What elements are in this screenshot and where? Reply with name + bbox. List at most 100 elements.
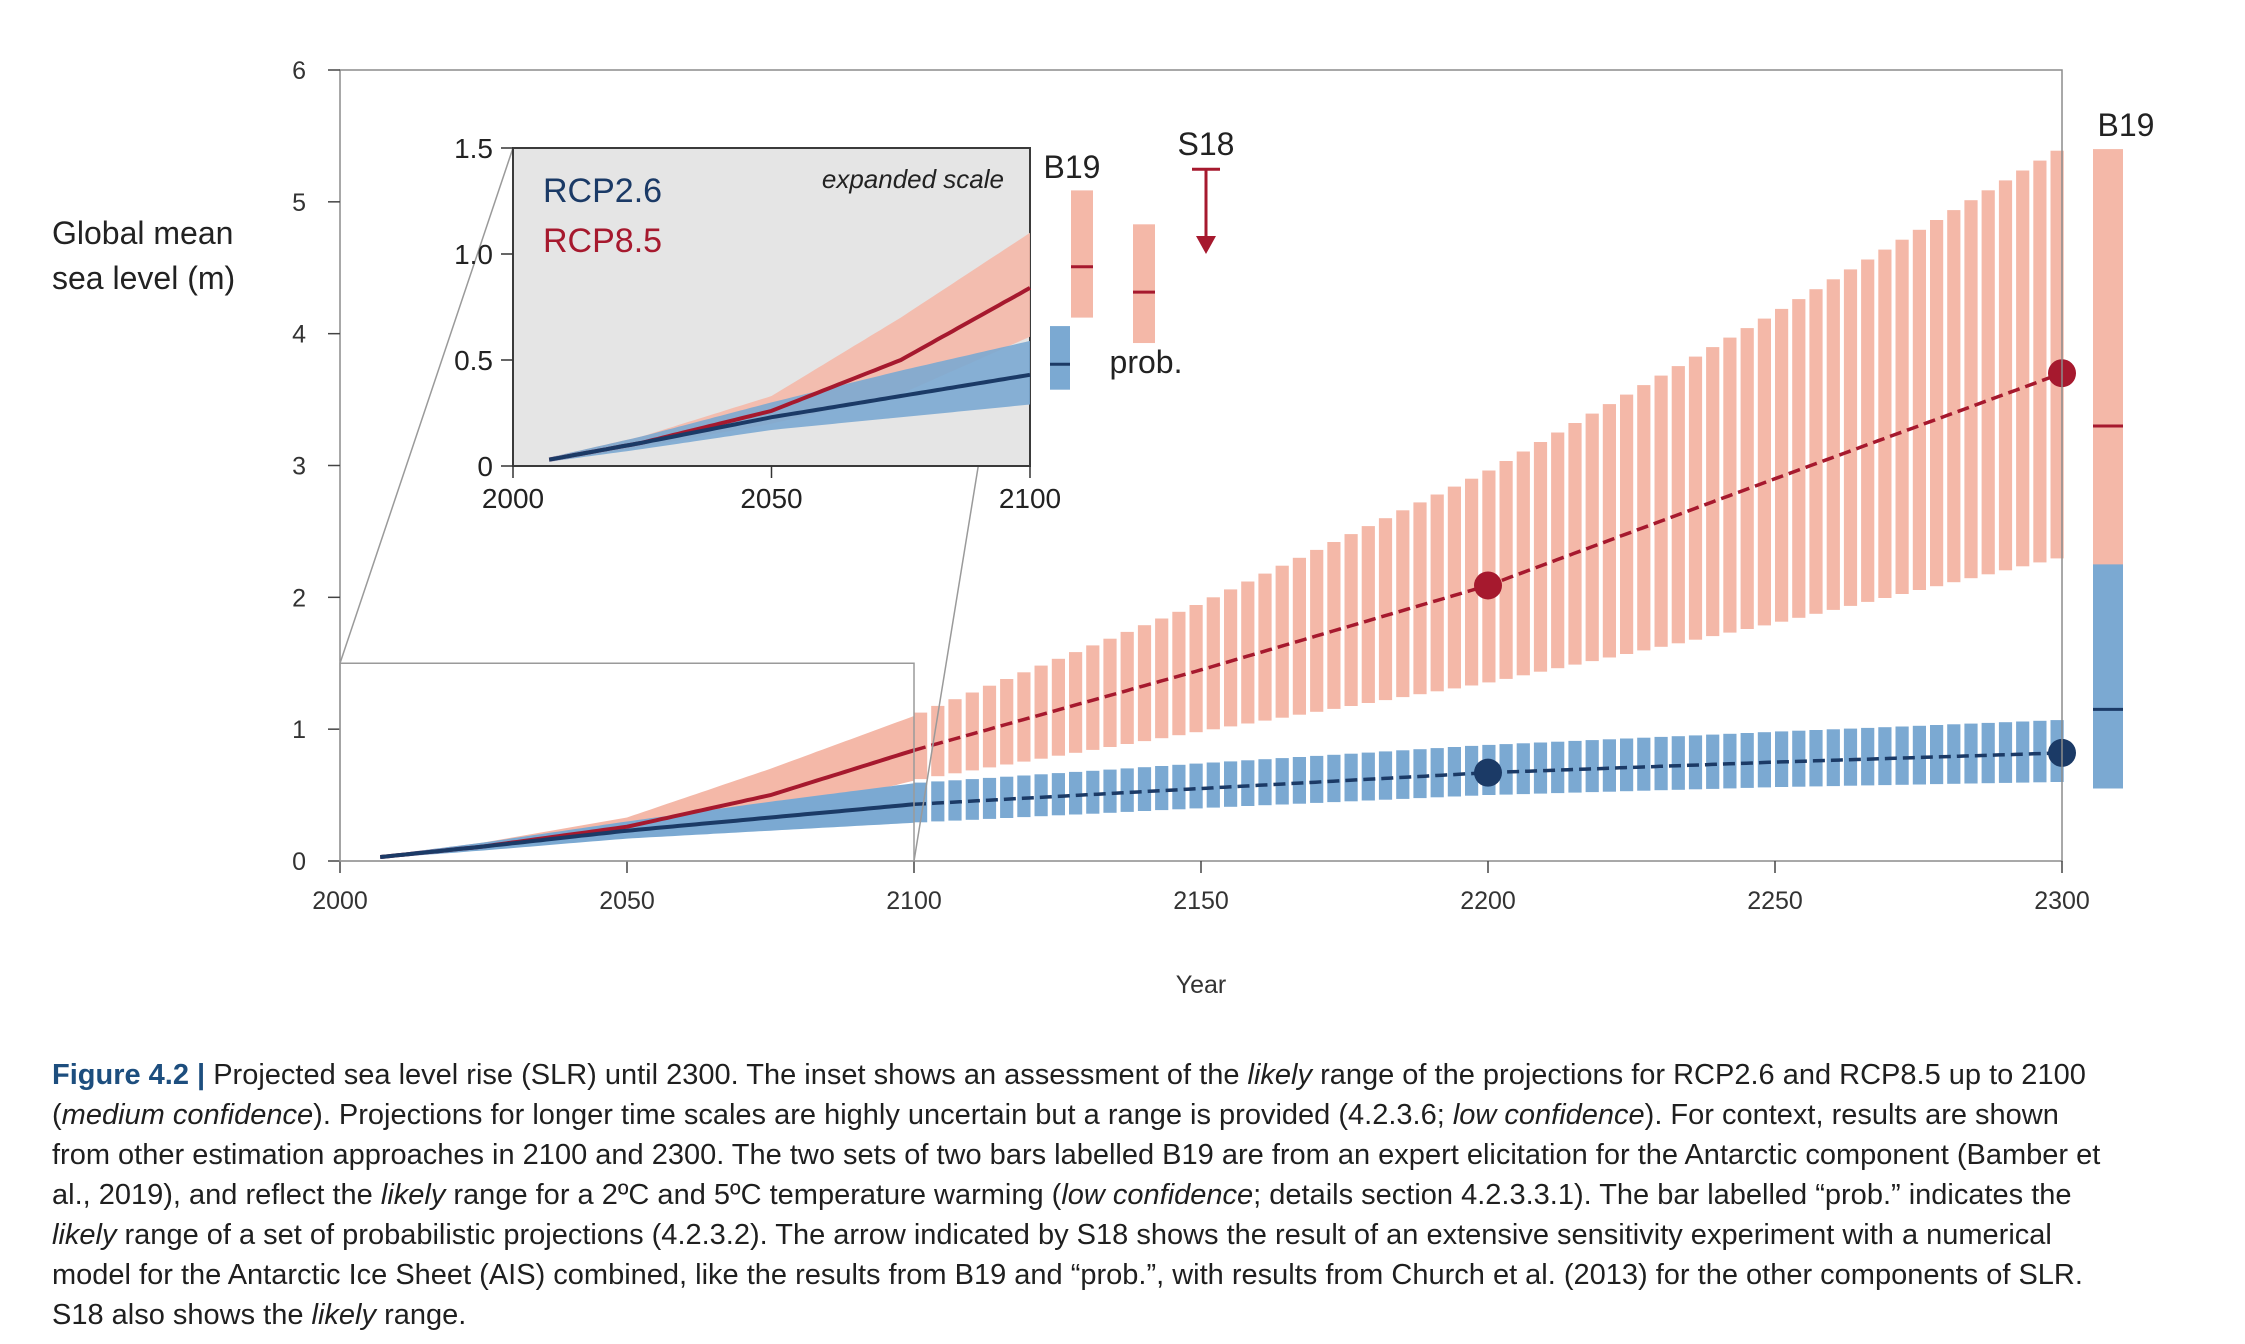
band-stripe-rcp85 [1516, 451, 1530, 676]
b19-bar-5c [2093, 149, 2123, 598]
band-stripe-rcp26 [1086, 770, 1100, 814]
x-tick-label: 2250 [1747, 887, 1803, 915]
x-tick-label: 2200 [1460, 887, 1516, 915]
caption-emphasis: likely [52, 1219, 117, 1251]
band-stripe-rcp85 [1051, 658, 1065, 756]
caption-text: ). Projections for longer time scales ar… [313, 1099, 1453, 1131]
band-stripe-rcp85 [1034, 665, 1048, 759]
band-stripe-rcp85 [1396, 510, 1410, 698]
band-stripe-rcp85 [1206, 597, 1220, 730]
y-tick-label: 6 [292, 57, 306, 85]
inset-y-tick-label: 0.5 [454, 345, 493, 376]
band-stripe-rcp26 [982, 777, 997, 819]
band-stripe-rcp26 [1344, 753, 1358, 802]
main-axes: 0 1 2 3 4 5 6 2000 2050 2100 2150 2200 2250 2300 Year G… [52, 57, 2090, 999]
band-stripe-rcp26 [1706, 734, 1720, 789]
band-stripe-rcp85 [1137, 625, 1152, 742]
band-stripe-rcp26 [1275, 758, 1289, 805]
band-stripe-rcp85 [1620, 394, 1634, 654]
band-stripe-rcp85 [1981, 190, 1995, 575]
band-stripe-rcp85 [1069, 652, 1083, 753]
median-line-rcp26 [380, 802, 915, 859]
band-stripe-rcp26 [1533, 742, 1548, 794]
band-stripe-rcp26 [2033, 720, 2047, 783]
prob-label: prob. [1110, 344, 1183, 380]
band-stripe-rcp26 [1568, 740, 1582, 793]
caption-text: ). For context, results are shown from o… [52, 1099, 2101, 1211]
band-stripe-rcp85 [1275, 565, 1289, 718]
band-stripe-rcp26 [1310, 755, 1324, 803]
caption-emphasis: likely [311, 1299, 377, 1331]
band-stripe-rcp26 [1000, 776, 1014, 818]
band-stripe-rcp26 [1017, 775, 1031, 818]
zoom-box [339, 662, 915, 862]
band-stripe-rcp85 [2016, 170, 2030, 567]
inset-y-tick-label: 1.5 [454, 133, 493, 164]
band-stripe-rcp26 [1602, 739, 1616, 792]
x-axis-label: Year [1176, 971, 1227, 999]
inset-legend-rcp26: RCP2.6 [543, 172, 662, 210]
band-stripe-rcp85 [1344, 534, 1358, 706]
inset-legend-rcp85: RCP8.5 [543, 222, 662, 260]
band-stripe-rcp26 [1258, 759, 1272, 806]
band-stripe-rcp26 [1241, 760, 1255, 806]
band-stripe-rcp85 [2050, 150, 2064, 559]
band-stripe-rcp26 [1861, 727, 1875, 786]
band-stripe-rcp85 [1585, 413, 1599, 662]
band-stripe-rcp85 [1757, 318, 1771, 626]
band-stripe-rcp26 [1981, 722, 1995, 784]
band-stripe-rcp26 [1654, 736, 1668, 791]
b19-label-2300: B19 [2098, 107, 2155, 143]
band-stripe-rcp26 [1465, 745, 1479, 796]
band-stripe-rcp26 [1034, 774, 1048, 817]
band-stripe-rcp85 [1637, 385, 1651, 651]
band-stripe-rcp26 [1757, 732, 1771, 788]
y-tick-label: 2 [292, 584, 306, 612]
band-stripe-rcp85 [1688, 356, 1703, 640]
y-axis-label: sea level (m) [52, 260, 235, 296]
band-stripe-rcp85 [1740, 328, 1754, 629]
y-tick-label: 1 [292, 716, 306, 744]
band-stripe-rcp26 [1516, 743, 1530, 795]
band-stripe-rcp85 [1706, 347, 1720, 637]
band-stripe-rcp85 [1998, 180, 2013, 571]
median-dashed-rcp26 [913, 751, 2063, 807]
band-stripe-rcp26 [1964, 723, 1978, 784]
band-stripe-rcp26 [1120, 768, 1134, 812]
band-stripe-rcp26 [1998, 722, 2013, 783]
marker-rcp85-2200 [1474, 571, 1502, 600]
band-stripe-rcp26 [1447, 747, 1461, 797]
band-stripe-rcp85 [1895, 239, 1909, 594]
band-stripe-rcp85 [1930, 220, 1944, 587]
inset-bar-b19 [1071, 190, 1093, 318]
s18-arrow-head [1196, 236, 1216, 254]
band-stripe-rcp85 [1017, 672, 1031, 762]
y-axis-label: Global mean [52, 215, 233, 251]
band-stripe-rcp85 [1809, 289, 1823, 614]
band-stripe-rcp85 [1447, 486, 1461, 689]
band-stripe-rcp26 [1292, 757, 1306, 804]
caption-text: range. [376, 1299, 467, 1331]
band-stripe-rcp26 [1688, 735, 1703, 790]
side-bars-2300: B19 [2093, 107, 2155, 789]
band-stripe-rcp26 [1775, 731, 1789, 787]
band-stripe-rcp85 [1947, 210, 1961, 583]
band-stripe-rcp85 [1172, 611, 1186, 736]
marker-rcp26-2200 [1474, 758, 1502, 787]
s18-label: S18 [1178, 126, 1235, 162]
band-stripe-rcp85 [1292, 557, 1306, 715]
band-stripe-rcp26 [1103, 769, 1117, 813]
band-stripe-rcp85 [1499, 461, 1513, 679]
band-stripe-rcp85 [1430, 494, 1444, 692]
main-lines [380, 359, 2076, 859]
band-stripe-rcp85 [1964, 200, 1978, 579]
band-stripe-rcp85 [965, 692, 979, 771]
band-stripe-rcp26 [1930, 725, 1944, 785]
band-stripe-rcp26 [1499, 744, 1513, 795]
band-stripe-rcp85 [1103, 638, 1117, 747]
band-stripe-rcp26 [1895, 726, 1909, 785]
band-stripe-rcp26 [1947, 724, 1961, 784]
band-stripe-rcp26 [1809, 730, 1823, 787]
band-stripe-rcp85 [1310, 549, 1324, 712]
inset-y-tick-label: 0 [477, 451, 493, 482]
